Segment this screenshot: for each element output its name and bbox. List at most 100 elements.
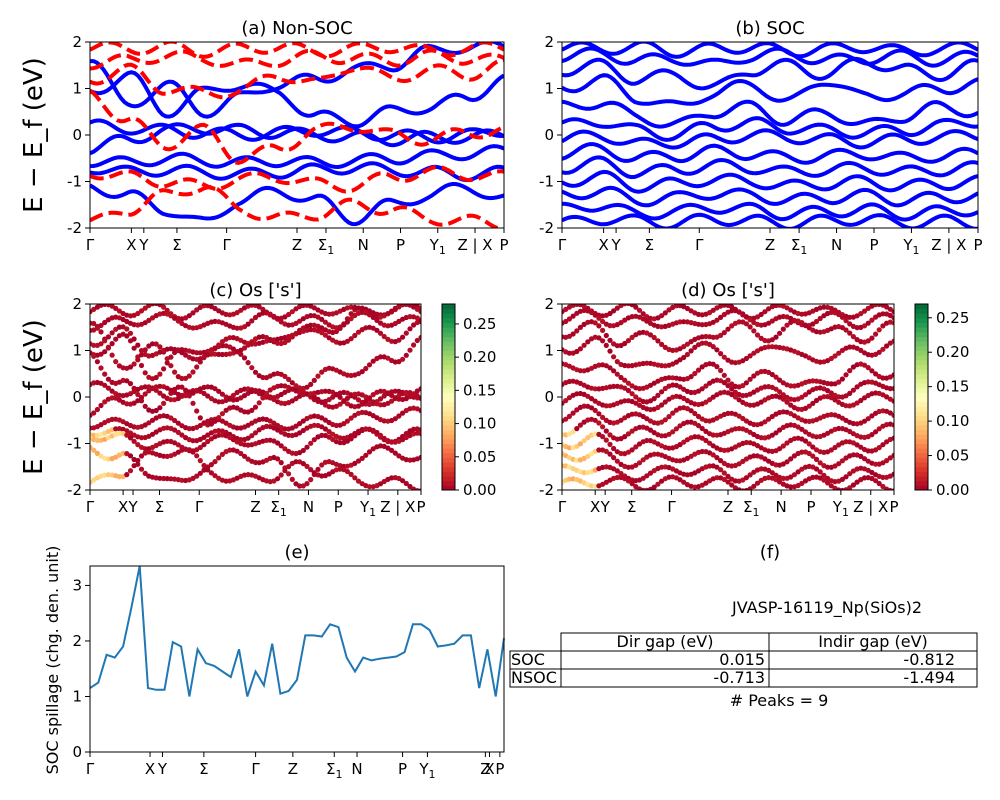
projection-point [854,479,860,485]
peaks-label: # Peaks = 9 [730,691,829,710]
projection-point [418,309,421,315]
projection-point [718,458,724,464]
projection-point [377,396,384,402]
y-tick-label: 0 [544,388,554,406]
projection-point [179,392,185,399]
projection-point [98,329,104,335]
projection-point [252,387,259,394]
projection-point [333,328,339,335]
x-tick-label: Γ [195,498,204,516]
x-tick-label: Z [250,498,260,516]
projection-point [138,348,145,354]
colorbar-segment [442,448,455,454]
projection-point [212,473,218,479]
colorbar-tick-label: 0.20 [936,343,969,361]
projection-point [102,319,108,326]
projection-point [142,446,148,452]
projection-point [585,435,591,441]
projection-point [131,345,137,351]
projection-point [230,346,236,352]
projection-point [725,473,731,479]
projection-point [581,438,587,444]
projection-point [607,451,613,457]
projection-point [116,324,122,330]
projection-point [865,338,871,344]
projection-point [780,396,786,402]
projection-point [363,426,369,432]
band-line [562,73,978,106]
projection-point [876,445,882,451]
y-tick-label: -1 [67,173,82,191]
colorbar-segment [442,331,455,338]
x-tick-label: Y [610,236,621,254]
projection-point [201,467,207,473]
projection-point [411,342,417,348]
colorbar-tick-label: 0.15 [936,378,969,396]
projection-point [780,392,786,398]
projection-point [629,428,635,434]
colorbar-segment [915,452,928,458]
projection-point [135,357,141,363]
projection-point [891,338,894,344]
projection-point [286,464,292,470]
projection-point [109,352,115,358]
colorbar-tick-label: 0.10 [463,415,496,433]
projection-point [581,470,587,476]
projection-point [614,343,620,349]
projection-point [124,333,130,339]
y-tick-label: 0 [544,126,554,144]
projection-point [241,345,248,351]
projection-point [773,430,779,436]
projection-point [286,376,292,382]
projection-point [403,389,409,396]
projection-point [603,332,609,339]
projection-point [769,337,775,343]
projection-point [400,478,406,484]
projection-point [633,304,639,310]
projection-point [164,360,170,366]
projection-point [611,308,617,314]
projection-point [806,441,812,447]
panel-title: (e) [284,542,309,563]
projection-point [205,438,211,445]
projection-point [670,410,676,416]
projection-point [297,483,303,489]
colorbar-segment [442,452,455,458]
y-tick-label: 0 [72,743,82,761]
projection-point [216,351,222,357]
projection-point [344,338,350,344]
projection-point [836,487,842,490]
projection-point [607,432,613,438]
projection-point [873,429,879,435]
projection-point [164,356,170,362]
projection-point [585,453,591,459]
projection-point [105,472,111,478]
colorbar-tick-label: 0.00 [463,481,496,499]
projection-point [186,373,192,379]
projection-point [688,348,694,354]
points-d [562,304,894,490]
colorbar-segment [442,424,455,431]
projection-point [333,391,339,397]
projection-point [566,350,573,356]
projection-point [847,321,853,327]
projection-point [655,338,661,344]
colorbar-segment [442,387,455,393]
projection-point [186,447,192,453]
projection-point [850,334,857,340]
x-tick-label: Y1 [418,760,435,781]
projection-point [138,466,145,472]
projection-point [858,397,864,404]
projection-point [201,390,207,396]
projection-point [168,415,174,421]
band-line [562,99,978,129]
projection-point [747,402,753,408]
projection-point [267,394,273,400]
projection-point [252,369,259,375]
projection-point [366,484,373,490]
colorbar-segment [915,350,928,356]
projection-point [592,320,598,326]
colorbar-segment [915,327,928,333]
projection-point [190,310,196,316]
projection-point [695,423,702,429]
